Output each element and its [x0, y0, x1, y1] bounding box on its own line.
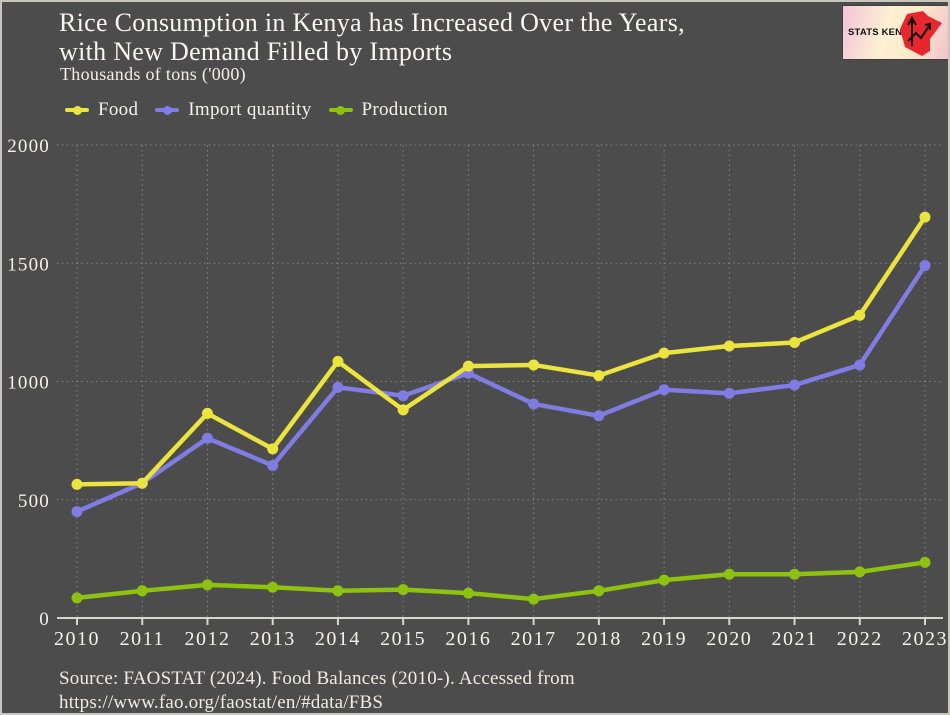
source-line2: https://www.fao.org/faostat/en/#data/FBS: [59, 692, 384, 713]
svg-text:2020: 2020: [706, 628, 752, 650]
chart-title-line2: with New Demand Filled by Imports: [59, 37, 453, 66]
chart-subtitle: Thousands of tons ('000): [60, 64, 246, 84]
source-line1: Source: FAOSTAT (2024). Food Balances (2…: [59, 668, 575, 689]
svg-text:2022: 2022: [837, 628, 883, 650]
svg-text:2021: 2021: [772, 628, 818, 650]
svg-text:2013: 2013: [250, 628, 296, 650]
chart-title-line1: Rice Consumption in Kenya has Increased …: [59, 8, 685, 37]
svg-text:2011: 2011: [120, 628, 165, 650]
stats-kenya-logo: STATS KENYA: [843, 6, 948, 59]
logo-text: STATS KENYA: [848, 27, 915, 38]
kenya-map-icon: [900, 11, 942, 56]
svg-text:2016: 2016: [445, 628, 491, 650]
svg-text:2018: 2018: [576, 628, 622, 650]
svg-text:2019: 2019: [641, 628, 687, 650]
chart-title: Rice Consumption in Kenya has Increased …: [59, 8, 685, 66]
legend-item-import-quantity: Import quantity: [155, 99, 311, 121]
svg-text:2014: 2014: [315, 628, 361, 650]
legend-label-food: Food: [98, 99, 139, 120]
legend-item-food: Food: [65, 99, 138, 121]
svg-text:500: 500: [18, 491, 50, 512]
svg-text:0: 0: [39, 609, 50, 630]
svg-text:2010: 2010: [54, 628, 100, 650]
svg-text:2015: 2015: [380, 628, 426, 650]
legend-label-production: Production: [361, 99, 448, 120]
svg-text:2012: 2012: [184, 628, 230, 650]
production-line-marker-icon: [328, 105, 353, 116]
svg-text:2000: 2000: [7, 136, 50, 157]
svg-text:1500: 1500: [7, 254, 50, 275]
legend-item-production: Production: [328, 99, 448, 121]
food-line-marker-icon: [65, 105, 89, 116]
import-line-marker-icon: [155, 105, 180, 116]
legend-label-import-quantity: Import quantity: [188, 99, 312, 120]
source-note: Source: FAOSTAT (2024). Food Balances (2…: [59, 667, 575, 713]
svg-text:1000: 1000: [7, 373, 50, 394]
chart-legend: Food Import quantity Production: [65, 99, 448, 121]
svg-text:2017: 2017: [511, 628, 557, 650]
svg-text:2023: 2023: [902, 628, 948, 650]
